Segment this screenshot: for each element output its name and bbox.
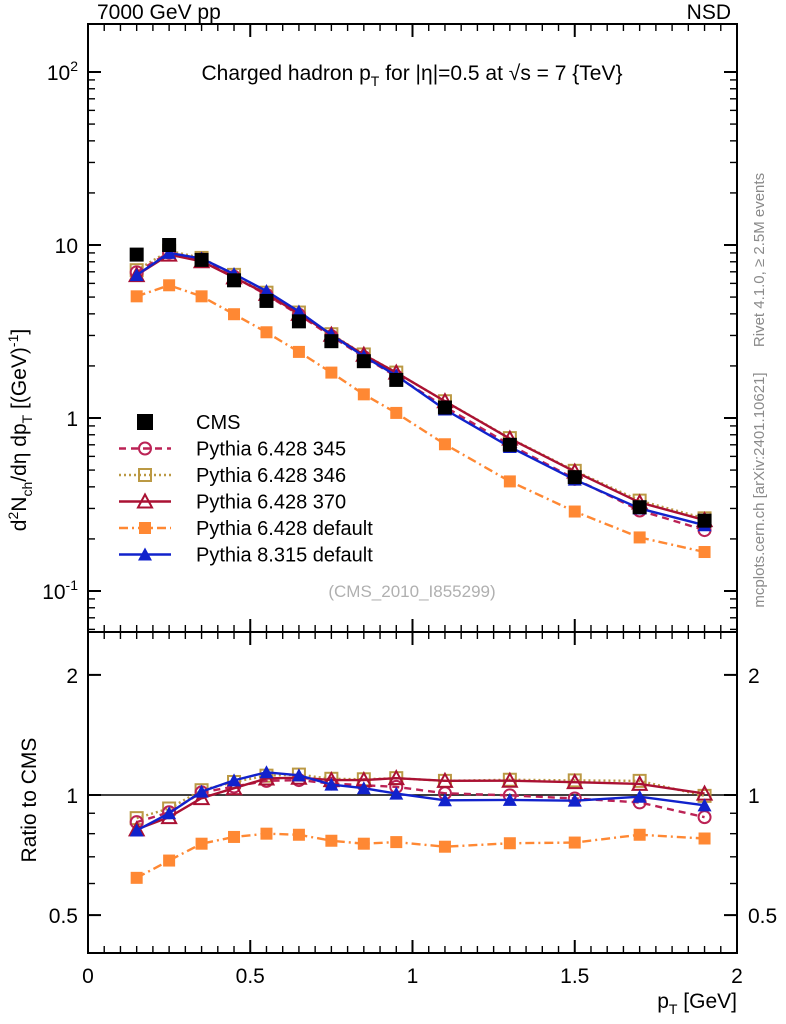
ratio-y-axis-title: Ratio to CMS	[18, 738, 41, 863]
x-tick-label: 0	[82, 965, 94, 988]
main-y-tick-label: 10-1	[42, 577, 78, 604]
legend-marker-triangle-open	[136, 492, 154, 509]
main-series-markers	[130, 279, 711, 559]
legend-item-p370[interactable]: Pythia 6.428 370	[119, 492, 346, 514]
analysis-id-watermark: (CMS_2010_I855299)	[328, 582, 495, 601]
legend[interactable]: CMS Pythia 6.428 345 Pythia 6.428 346 Pythi…	[119, 412, 373, 567]
ylab-N: N	[8, 497, 31, 512]
title-eta: η	[421, 62, 433, 85]
xlab-sub-T: T	[669, 1001, 678, 1017]
svg-text:d2Nch/dη dpT [(GeV)-1]: d2Nch/dη dpT [(GeV)-1]	[5, 329, 35, 531]
x-tick-label: 1.5	[560, 965, 589, 988]
svg-text:mcplots.cern.ch [arXiv:2401.10: mcplots.cern.ch [arXiv:2401.10621]	[751, 372, 768, 607]
header-left-beam-label: 7000 GeV pp	[97, 1, 221, 24]
ratio-series-markers	[129, 765, 712, 837]
title-part1: Charged hadron p	[202, 62, 371, 85]
x-tick-label: 1	[407, 965, 419, 988]
title-sqrts: √s	[509, 62, 531, 85]
legend-marker-circle-open	[138, 441, 152, 456]
ylab-exp2: 2	[5, 512, 21, 520]
legend-label: Pythia 8.315 default	[196, 545, 373, 567]
legend-label: Pythia 6.428 370	[196, 492, 346, 514]
ylab-d: d	[8, 520, 31, 532]
main-series-markers	[129, 238, 712, 528]
x-tick-label: 0.5	[236, 965, 265, 988]
ratio-y-tick-label-right: 1	[748, 785, 760, 808]
title-part2: for |	[379, 62, 421, 85]
ylab-eta: η	[8, 453, 31, 465]
title-part3: |=0.5 at	[433, 62, 509, 85]
title-sub-T: T	[371, 73, 380, 89]
ratio-y-tick-label-left: 2	[66, 665, 78, 688]
header-right-process-label: NSD	[687, 1, 731, 24]
title-part4: = 7 {TeV}	[531, 62, 623, 85]
ratio-y-tick-label-left: 1	[66, 785, 78, 808]
ratio-y-tick-label-left: 0.5	[49, 905, 78, 928]
x-axis-title: pT [GeV]	[657, 990, 737, 1017]
ratio-y-tick-label-right: 2	[748, 665, 760, 688]
ratio-panel: 2 2 1 1 0.5 0.5 0 0.5 1 1.5 2	[49, 631, 777, 988]
ylab-T: T	[19, 414, 35, 423]
side-note-rivet: Rivet 4.1.0, ≥ 2.5M events	[751, 173, 768, 347]
ylab-ch: ch	[19, 482, 35, 497]
legend-label: Pythia 6.428 346	[196, 465, 346, 487]
side-note-mcplots: mcplots.cern.ch [arXiv:2401.10621]	[751, 372, 768, 607]
legend-label: CMS	[196, 412, 240, 434]
main-plot-title: Charged hadron pT for |η|=0.5 at √s = 7 …	[202, 62, 623, 89]
x-tick-label: 2	[731, 965, 743, 988]
legend-marker-square-filled	[139, 522, 151, 534]
svg-text:Rivet 4.1.0, ≥ 2.5M events: Rivet 4.1.0, ≥ 2.5M events	[751, 173, 768, 347]
main-y-axis-title: d2Nch/dη dpT [(GeV)-1]	[5, 329, 35, 531]
legend-label: Pythia 6.428 345	[196, 439, 346, 461]
ylab-close: ]	[8, 329, 31, 335]
ratio-series-line	[136, 771, 705, 832]
ylab-minus1: -1	[5, 334, 21, 347]
main-y-tick-exponent: -1	[66, 577, 79, 593]
main-y-tick-label: 10	[55, 235, 78, 258]
legend-item-p345[interactable]: Pythia 6.428 345	[119, 439, 346, 461]
legend-marker-triangle-filled	[138, 547, 152, 561]
ylab-unit: [(GeV)	[8, 347, 31, 415]
legend-marker-square-open	[138, 468, 152, 482]
legend-item-p346[interactable]: Pythia 6.428 346	[119, 465, 346, 487]
ratio-y-tick-label-right: 0.5	[748, 905, 777, 928]
ylab-dp: dp	[8, 423, 31, 452]
legend-label: Pythia 6.428 default	[196, 518, 373, 540]
legend-item-cms[interactable]: CMS	[137, 412, 240, 434]
main-y-tick-label: 1	[66, 408, 78, 431]
legend-item-pdef[interactable]: Pythia 6.428 default	[119, 518, 373, 540]
xlab-unit: [GeV]	[677, 990, 737, 1013]
ylab-slash: /d	[8, 464, 31, 482]
legend-marker-square-filled	[137, 414, 153, 430]
ratio-series-markers	[130, 827, 711, 884]
xlab-p: p	[657, 990, 669, 1013]
main-y-tick-exponent: 2	[70, 58, 78, 74]
svg-text:Ratio to CMS: Ratio to CMS	[18, 738, 41, 863]
legend-item-p8[interactable]: Pythia 8.315 default	[119, 545, 373, 567]
